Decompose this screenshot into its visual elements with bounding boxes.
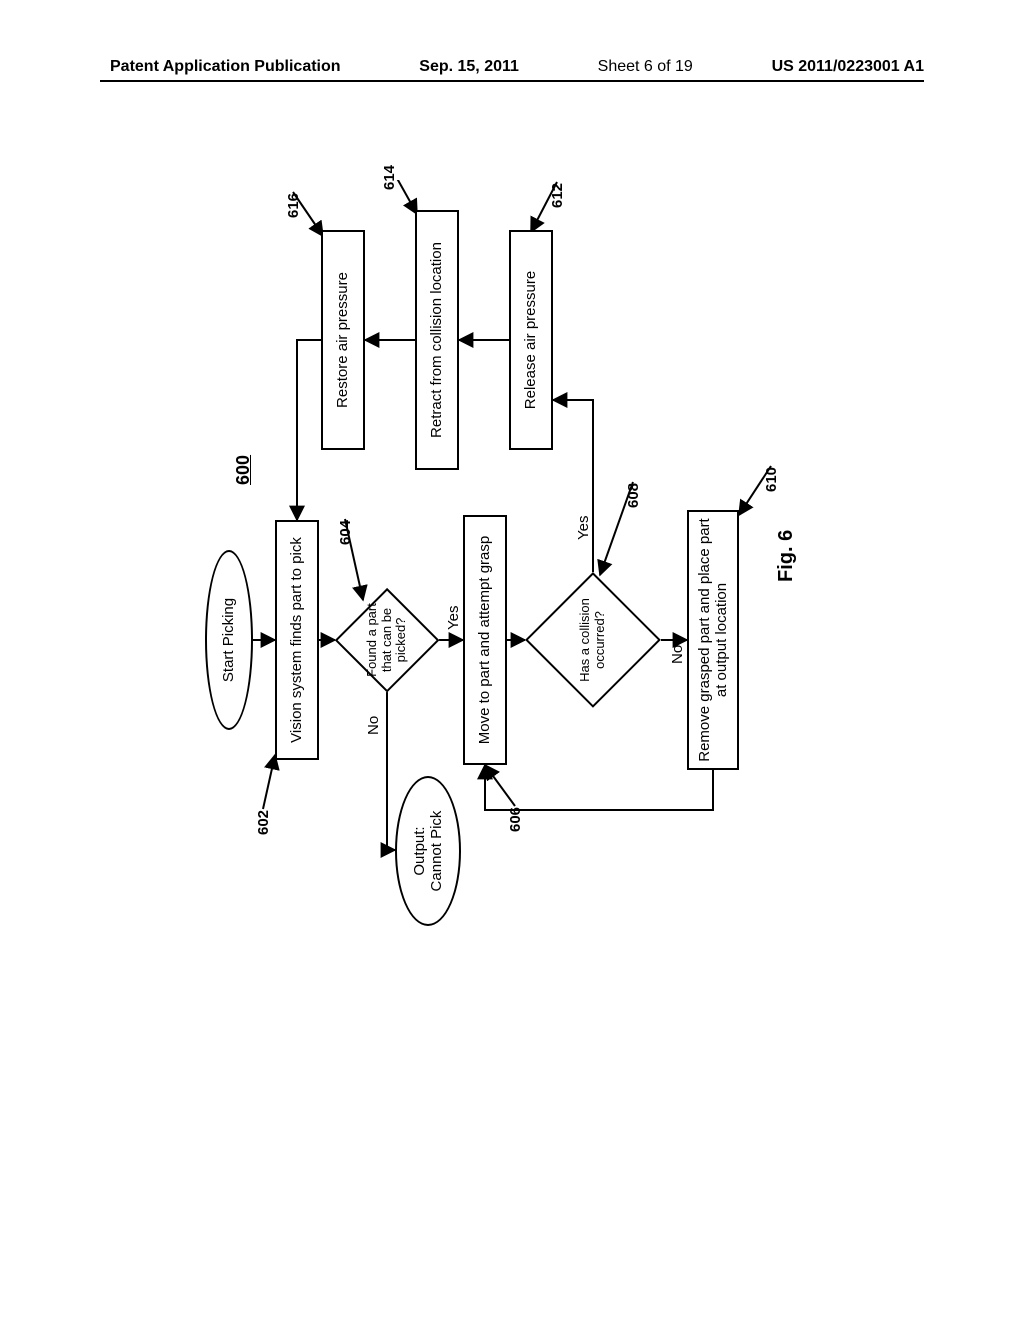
ref-610: 610 [763,467,780,492]
node-cannot: Output:Cannot Pick [395,776,461,926]
node-remove: Remove grasped part and place part at ou… [687,510,739,770]
ref-602: 602 [255,810,272,835]
ref-608: 608 [625,483,642,508]
header-sheet: Sheet 6 of 19 [598,58,693,76]
edge-label-coll_no: No [669,645,686,664]
header-left: Patent Application Publication [110,58,341,76]
node-start: Start Picking [205,550,253,730]
edge-label-found_no: No [365,716,382,735]
node-move: Move to part and attempt grasp [463,515,507,765]
page: Patent Application Publication Sep. 15, … [0,0,1024,1320]
header-date: Sep. 15, 2011 [419,58,519,76]
ref-616: 616 [285,193,302,218]
ref-606: 606 [507,807,524,832]
ref-614: 614 [381,165,398,190]
header-rule [100,80,924,82]
edge-label-coll_yes: Yes [575,516,592,540]
node-found: Found a part that can be picked? [335,588,439,692]
node-coll: Has a collision occurred? [525,572,661,708]
ref-604: 604 [337,520,354,545]
figure-caption: Fig. 6 [775,530,798,582]
node-vision: Vision system finds part to pick [275,520,319,760]
edge-label-found_yes: Yes [445,606,462,630]
figure-number: 600 [233,455,254,485]
node-retract: Retract from collision location [415,210,459,470]
node-release: Release air pressure [509,230,553,450]
ref-612: 612 [549,183,566,208]
flowchart-canvas: Start Picking Vision system finds part to… [195,180,785,960]
figure-rotated-frame: Start Picking Vision system finds part to… [195,180,785,960]
page-header: Patent Application Publication Sep. 15, … [0,58,1024,76]
node-restore: Restore air pressure [321,230,365,450]
header-docnum: US 2011/0223001 A1 [772,58,924,76]
